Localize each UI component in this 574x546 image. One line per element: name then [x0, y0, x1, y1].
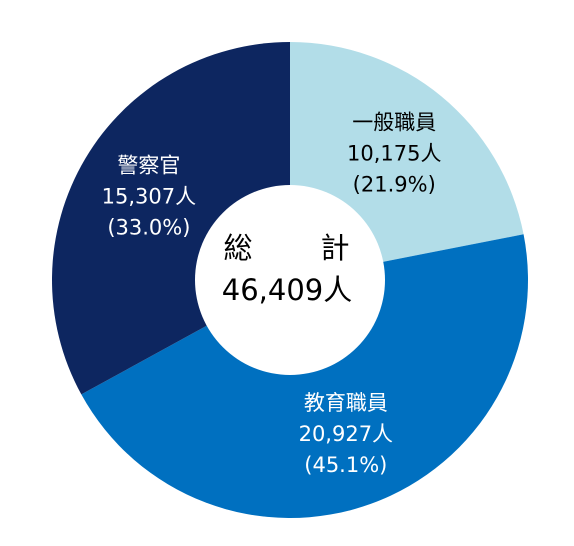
center-total-value: 46,409人	[222, 273, 352, 307]
slice-2-percent-label: (33.0%)	[107, 215, 190, 239]
center-hole	[195, 185, 385, 375]
slice-1	[81, 234, 528, 519]
slice-labels: 一般職員 10,175人 (21.9%) 教育職員 20,927人 (45.1%) 警察官 1…	[102, 110, 442, 477]
center-label-left: 総	[223, 231, 252, 265]
slice-0-name-label: 一般職員	[352, 110, 436, 134]
slice-0-value-label: 10,175人	[347, 141, 441, 165]
slice-2-value-label: 15,307人	[102, 184, 196, 208]
slice-1-value-label: 20,927人	[299, 422, 393, 446]
center-label-right: 計	[320, 231, 349, 265]
slice-1-name-label: 教育職員	[304, 391, 388, 415]
center-total: 総 計 46,409人	[222, 231, 352, 307]
slice-2-name-label: 警察官	[117, 153, 180, 177]
slice-1-percent-label: (45.1%)	[304, 453, 387, 477]
slice-0-percent-label: (21.9%)	[353, 172, 436, 196]
